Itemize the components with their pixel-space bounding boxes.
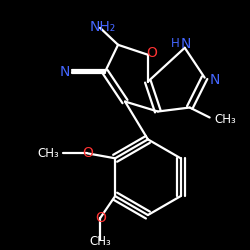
Text: N: N — [210, 73, 220, 87]
Text: N: N — [60, 65, 70, 79]
Text: NH₂: NH₂ — [90, 20, 116, 34]
Text: CH₃: CH₃ — [89, 236, 111, 248]
Text: O: O — [146, 46, 157, 60]
Text: CH₃: CH₃ — [38, 147, 60, 160]
Text: O: O — [95, 211, 106, 225]
Text: N: N — [180, 37, 191, 51]
Text: O: O — [82, 146, 93, 160]
Text: CH₃: CH₃ — [214, 113, 236, 126]
Text: H: H — [170, 37, 179, 50]
